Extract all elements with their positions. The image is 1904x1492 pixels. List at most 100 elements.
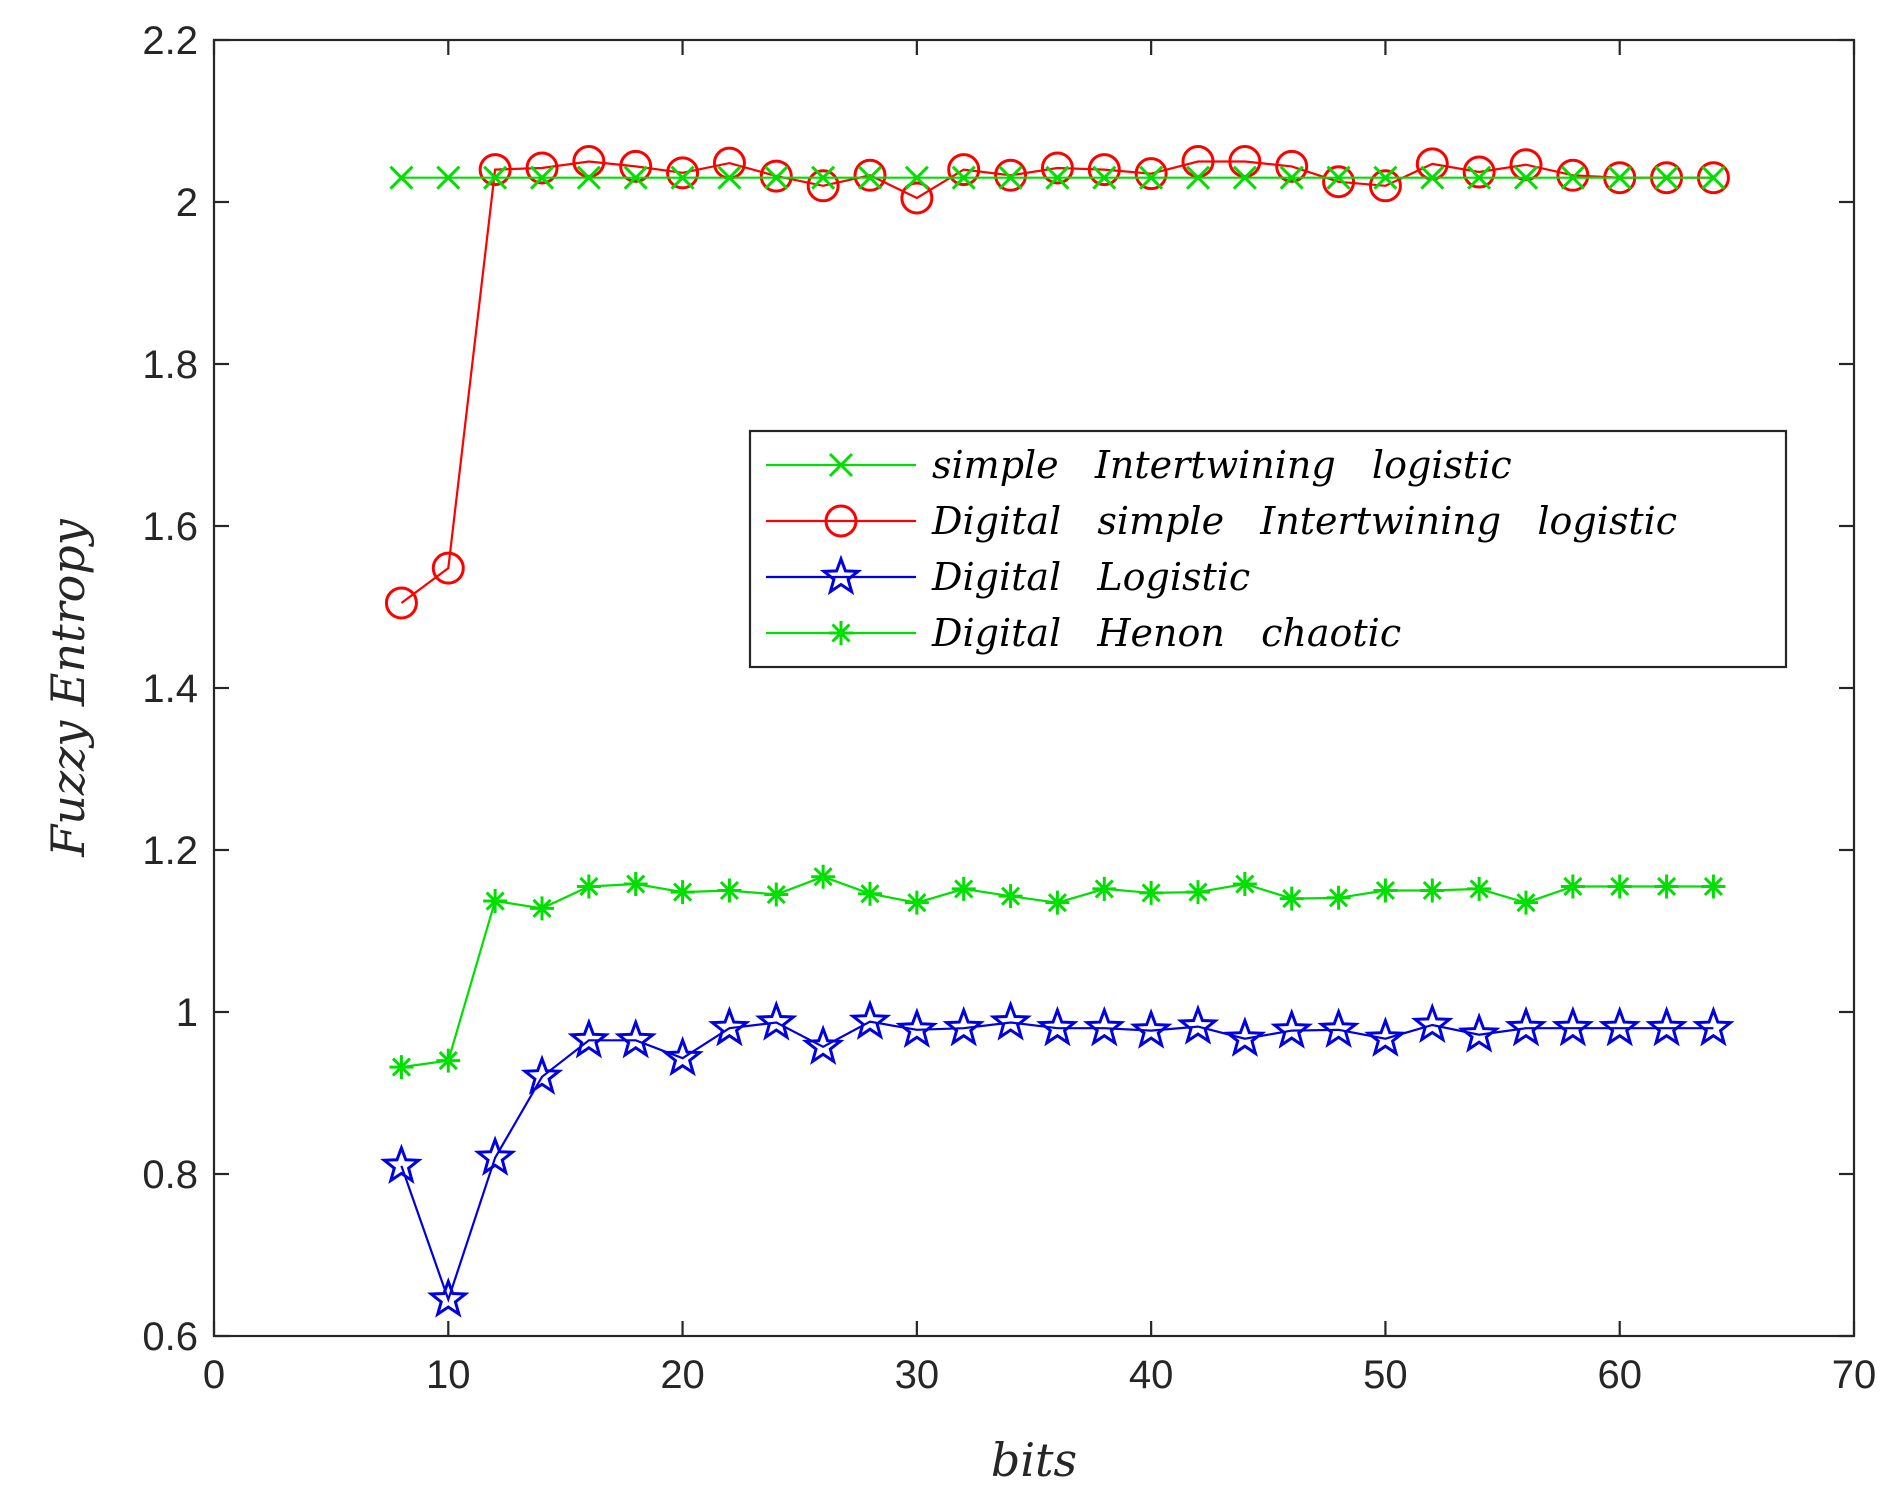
series-line-3 [400,1020,1714,1303]
data-point-s4-6 [623,872,648,897]
data-point-s4-16 [1092,876,1117,901]
data-point-s3-22 [1364,1016,1407,1057]
y-tick-label-5: 1.4 [142,667,198,711]
data-point-s4-13 [951,876,976,901]
data-point-s4-15 [1045,890,1070,915]
data-point-s3-19 [1223,1016,1267,1057]
data-point-s3-26 [1551,1005,1595,1047]
legend-marker-2 [824,504,858,538]
data-point-s1-28 [1654,165,1679,190]
data-point-s3-17 [1129,1008,1173,1049]
x-tick-label-7: 60 [1597,1353,1642,1397]
data-point-s4-19 [1232,872,1257,897]
data-point-s4-29 [1701,874,1726,899]
x-axis-title: bits [991,1433,1077,1487]
data-point-s4-12 [904,890,929,915]
data-point-s3-18 [1176,1004,1220,1045]
legend-marker-3 [819,554,863,596]
data-point-s2-4 [525,151,559,185]
data-point-s3-16 [1083,1005,1126,1047]
x-tick-label-5: 40 [1129,1353,1174,1397]
data-point-s2-2 [431,551,465,585]
data-point-s1-10 [811,165,836,190]
data-point-s2-12 [900,181,934,215]
data-point-s2-1 [384,586,418,620]
data-point-s1-26 [1560,165,1585,190]
legend-marker-4 [829,621,853,645]
data-point-s4-8 [717,878,742,903]
legend-label-1: simple Intertwining logistic [932,443,1512,487]
legend-entry-4: Digital Henon chaotic [766,611,1401,655]
data-point-s4-21 [1326,885,1351,910]
series-4 [389,864,1726,1080]
data-point-s3-21 [1317,1007,1360,1048]
data-point-s1-21 [1326,165,1351,190]
data-point-s3-25 [1504,1005,1548,1047]
data-point-s2-13 [947,153,981,187]
legend-label-4: Digital Henon chaotic [931,611,1401,655]
data-point-s4-14 [998,884,1023,909]
data-point-s1-24 [1467,165,1492,190]
y-tick-label-6: 1.6 [142,505,198,549]
data-point-s2-10 [806,169,840,203]
y-axis-title: Fuzzy Entropy [41,518,95,857]
data-point-s2-22 [1368,169,1402,203]
series-1 [389,165,1726,190]
data-point-s2-26 [1556,158,1590,192]
legend: simple Intertwining logistic Digital simp… [748,429,1788,669]
y-tick-label-8: 2 [176,181,198,225]
y-tick-label-4: 1.2 [142,829,198,873]
data-point-s1-5 [576,165,601,190]
data-point-s3-9 [755,1000,798,1041]
data-point-s2-20 [1275,149,1309,183]
data-point-s2-21 [1322,165,1356,199]
data-point-s1-1 [389,165,414,190]
data-point-s4-10 [811,864,836,889]
x-tick-label-2: 10 [426,1353,471,1397]
data-point-s1-22 [1373,165,1398,190]
data-point-s1-18 [1185,165,1211,190]
data-point-s3-27 [1598,1005,1641,1047]
data-point-s4-27 [1607,874,1632,899]
data-point-s4-18 [1186,880,1210,905]
data-point-s3-5 [567,1017,611,1059]
data-point-s4-9 [764,882,789,907]
data-point-s4-7 [670,880,695,905]
legend-label-2: Digital simple Intertwining logistic [931,499,1677,543]
data-point-s4-22 [1373,878,1398,903]
data-point-s3-11 [848,999,892,1040]
data-point-s3-10 [801,1024,845,1065]
data-point-s1-4 [529,165,555,190]
data-point-s3-13 [942,1005,985,1047]
data-point-s3-29 [1692,1005,1735,1047]
data-point-s4-26 [1560,874,1585,899]
data-point-s4-28 [1654,874,1679,899]
data-point-s1-3 [483,165,508,190]
legend-marker-1 [828,452,854,478]
data-point-s2-3 [478,153,512,187]
data-point-s3-2 [427,1277,470,1318]
data-point-s4-2 [436,1048,461,1073]
data-point-s3-4 [520,1054,564,1095]
data-point-s4-25 [1514,890,1538,915]
data-point-s4-3 [483,889,508,914]
data-point-s3-15 [1036,1005,1079,1047]
data-point-s4-1 [389,1055,414,1080]
data-point-s2-15 [1040,151,1074,185]
data-point-s3-23 [1411,1002,1454,1043]
legend-entry-2: Digital simple Intertwining logistic [766,499,1677,543]
x-tick-label-8: 70 [1832,1353,1877,1397]
data-point-s4-11 [858,881,882,906]
data-point-s3-28 [1645,1005,1688,1047]
data-point-s1-12 [904,165,929,190]
plot-area [214,40,1854,1336]
x-tick-label-6: 50 [1363,1353,1408,1397]
data-point-s3-24 [1457,1012,1501,1053]
legend-entry-1: simple Intertwining logistic [766,443,1512,487]
y-tick-label-3: 1 [176,991,198,1035]
legend-label-3: Digital Logistic [931,555,1250,599]
data-point-s1-14 [998,165,1023,190]
data-point-s3-12 [895,1007,939,1048]
x-tick-label-3: 20 [660,1353,705,1397]
data-point-s4-23 [1420,878,1445,903]
